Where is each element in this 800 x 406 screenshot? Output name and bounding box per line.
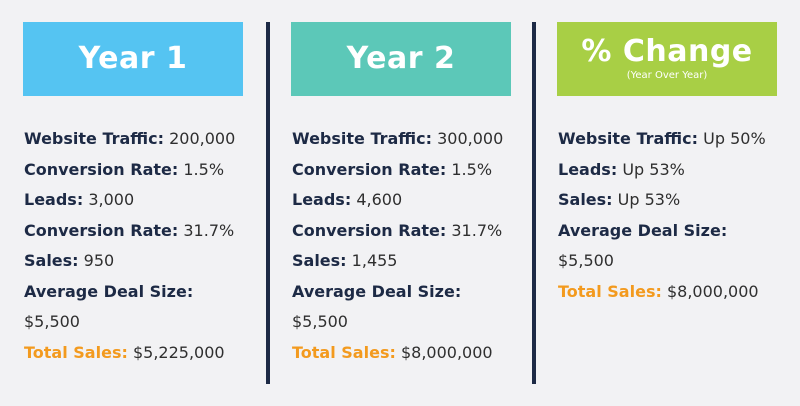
metric-row: Website Traffic: Up 50% [558, 124, 796, 155]
metric-label: Sales: [24, 251, 79, 270]
year-2-column: Year 2 Website Traffic: 300,000 Conversi… [270, 0, 532, 406]
total-sales-row: Total Sales: $8,000,000 [558, 277, 796, 308]
metric-row: Conversion Rate: 1.5% [292, 155, 528, 186]
metric-row: Leads: 3,000 [24, 185, 262, 216]
metric-value: $5,500 [292, 312, 348, 331]
metric-label: Conversion Rate: [24, 159, 179, 179]
year-2-title: Year 2 [346, 41, 456, 76]
metric-label: Average Deal Size: [558, 220, 728, 240]
percent-change-column: % Change (Year Over Year) Website Traffi… [536, 0, 800, 406]
total-sales-row: Total Sales: $5,225,000 [24, 338, 262, 369]
metric-row: Sales: 950 [24, 246, 262, 277]
metric-row: Conversion Rate: 31.7% [292, 216, 528, 247]
year-1-title: Year 1 [78, 41, 188, 76]
year-2-rows: Website Traffic: 300,000 Conversion Rate… [292, 124, 528, 368]
metric-value: 1,455 [351, 251, 398, 270]
column-divider [266, 22, 270, 384]
metric-value: $5,500 [24, 312, 80, 331]
metric-row: $5,500 [292, 307, 528, 338]
year-1-column: Year 1 Website Traffic: 200,000 Conversi… [0, 0, 266, 406]
percent-change-rows: Website Traffic: Up 50% Leads: Up 53% Sa… [558, 124, 796, 307]
metric-row: Leads: Up 53% [558, 155, 796, 186]
metric-row: Conversion Rate: 31.7% [24, 216, 262, 247]
metric-row: Average Deal Size: [24, 277, 262, 308]
total-sales-value: $5,225,000 [132, 342, 225, 362]
metric-value: 1.5% [451, 159, 493, 179]
metric-label: Leads: [292, 190, 352, 209]
metric-row: Average Deal Size: [558, 216, 796, 247]
total-sales-label: Total Sales: [558, 281, 662, 301]
metric-value: Up 53% [617, 190, 681, 209]
percent-change-subtitle: (Year Over Year) [626, 70, 708, 81]
metric-label: Sales: [292, 251, 347, 270]
metric-label: Website Traffic: [24, 129, 165, 148]
metric-value: 31.7% [451, 220, 503, 240]
metric-label: Conversion Rate: [292, 159, 447, 179]
column-divider [532, 22, 536, 384]
year-1-rows: Website Traffic: 200,000 Conversion Rate… [24, 124, 262, 368]
metric-value: 4,600 [356, 190, 403, 209]
metric-label: Leads: [558, 159, 618, 179]
metric-row: Website Traffic: 300,000 [292, 124, 528, 155]
total-sales-value: $8,000,000 [400, 342, 493, 362]
metric-label: Conversion Rate: [24, 220, 179, 240]
metric-label: Leads: [24, 190, 84, 209]
metric-value: 31.7% [183, 220, 235, 240]
metric-value: $5,500 [558, 251, 614, 270]
metric-row: Website Traffic: 200,000 [24, 124, 262, 155]
percent-change-title: % Change [581, 34, 753, 69]
year-1-header: Year 1 [23, 22, 243, 96]
total-sales-label: Total Sales: [24, 342, 128, 362]
total-sales-row: Total Sales: $8,000,000 [292, 338, 528, 369]
metric-value: 300,000 [437, 129, 504, 148]
metric-row: Conversion Rate: 1.5% [24, 155, 262, 186]
metric-value: 1.5% [183, 159, 225, 179]
metric-label: Conversion Rate: [292, 220, 447, 240]
metric-value: 950 [83, 251, 115, 270]
metric-label: Average Deal Size: [292, 281, 462, 301]
metric-value: 200,000 [169, 129, 236, 148]
metric-row: Sales: 1,455 [292, 246, 528, 277]
metric-value: 3,000 [88, 190, 135, 209]
year-2-header: Year 2 [291, 22, 511, 96]
metric-label: Website Traffic: [558, 129, 699, 148]
metric-label: Sales: [558, 190, 613, 209]
metric-row: $5,500 [24, 307, 262, 338]
metric-label: Website Traffic: [292, 129, 433, 148]
metric-row: Leads: 4,600 [292, 185, 528, 216]
percent-change-header: % Change (Year Over Year) [557, 22, 777, 96]
metric-row: Average Deal Size: [292, 277, 528, 308]
metric-value: Up 53% [622, 159, 685, 179]
metric-row: $5,500 [558, 246, 796, 277]
metric-row: Sales: Up 53% [558, 185, 796, 216]
total-sales-value: $8,000,000 [666, 281, 759, 301]
metric-label: Average Deal Size: [24, 281, 194, 301]
total-sales-label: Total Sales: [292, 342, 396, 362]
metric-value: Up 50% [703, 129, 766, 148]
